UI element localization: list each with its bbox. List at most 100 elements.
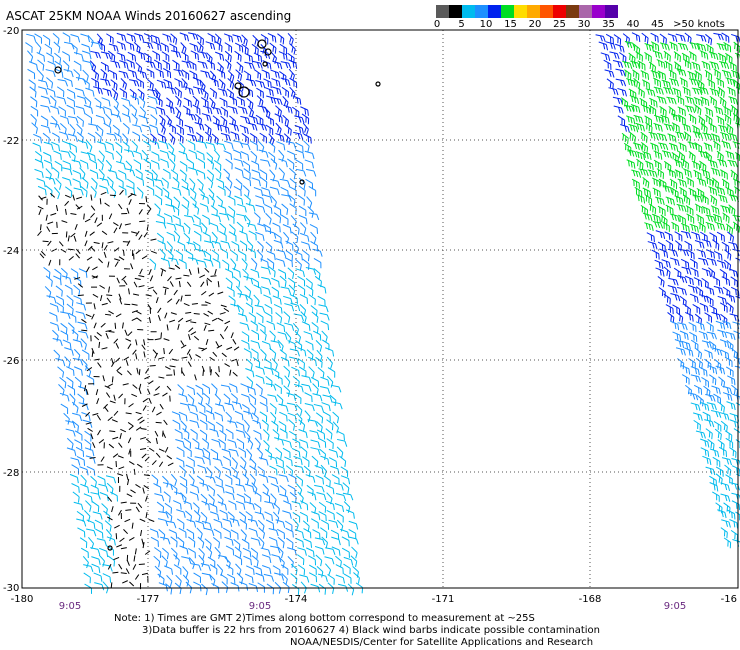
wind-barb: [147, 286, 154, 290]
wind-barb: [96, 141, 107, 150]
wind-barb: [270, 195, 277, 208]
wind-barb: [34, 168, 44, 178]
wind-barb: [275, 312, 283, 324]
wind-barb: [126, 207, 130, 214]
wind-barb: [655, 230, 666, 239]
wind-barb: [693, 169, 702, 180]
wind-barb: [70, 457, 81, 466]
wind-barb: [287, 484, 296, 495]
wind-barb: [70, 213, 77, 215]
wind-barb: [116, 52, 126, 62]
wind-barb: [119, 433, 122, 440]
wind-barb: [295, 475, 304, 487]
wind-barb: [227, 195, 236, 206]
wind-barb: [272, 429, 280, 441]
wind-barb: [291, 366, 300, 377]
wind-barb: [309, 430, 320, 439]
wind-barb: [172, 59, 180, 71]
wind-barb: [665, 204, 674, 215]
legend-swatch: [462, 5, 475, 18]
wind-barb: [130, 95, 140, 105]
wind-barb: [649, 97, 658, 108]
wind-barb: [222, 466, 232, 476]
wind-barb: [688, 322, 697, 333]
island-outline: [234, 82, 242, 90]
wind-barb: [705, 33, 713, 46]
wind-barb: [151, 460, 157, 466]
wind-barb: [332, 401, 343, 410]
wind-barb: [133, 150, 143, 160]
wind-barb: [233, 346, 240, 351]
wind-barb: [151, 406, 156, 413]
wind-barb: [668, 69, 677, 80]
wind-barb: [152, 349, 158, 355]
wind-barb: [209, 222, 219, 232]
wind-barb: [106, 133, 118, 141]
wind-barb: [75, 248, 81, 254]
wind-barb: [56, 96, 67, 105]
wind-barb: [197, 51, 209, 59]
wind-barb: [108, 330, 115, 333]
wind-barb: [295, 142, 304, 153]
wind-barb: [183, 97, 192, 108]
wind-barb: [278, 269, 287, 280]
wind-barb: [186, 241, 197, 251]
wind-barb: [311, 311, 319, 323]
wind-barb: [273, 239, 284, 249]
wind-barb: [290, 215, 297, 228]
wind-barb: [155, 452, 161, 458]
wind-barb: [66, 303, 74, 315]
wind-barb: [66, 295, 74, 307]
wind-barb: [315, 474, 325, 485]
wind-barb: [101, 242, 104, 249]
wind-barb: [300, 581, 307, 594]
wind-barb: [72, 169, 82, 180]
wind-barb: [224, 185, 232, 198]
wind-barb: [212, 351, 218, 357]
wind-barb: [651, 249, 660, 260]
wind-barb: [271, 368, 280, 379]
wind-barb: [681, 158, 690, 170]
wind-barb: [220, 384, 232, 393]
wind-barb: [75, 253, 80, 259]
wind-barb: [134, 33, 145, 42]
wind-barb: [308, 572, 318, 583]
wind-barb: [730, 169, 738, 181]
wind-barb: [90, 547, 101, 556]
wind-barb: [99, 492, 109, 502]
wind-barb: [62, 140, 72, 150]
wind-barb: [307, 419, 318, 427]
wind-barb: [178, 281, 181, 288]
wind-barb: [223, 168, 230, 181]
wind-barb: [306, 196, 313, 209]
wind-barb: [125, 160, 133, 173]
wind-barb: [648, 203, 657, 215]
wind-barb: [625, 115, 636, 125]
wind-barb: [268, 536, 278, 547]
legend-swatch: [566, 5, 579, 18]
wind-barb: [297, 284, 306, 296]
wind-barb: [170, 536, 178, 548]
wind-barb: [259, 473, 269, 483]
wind-barb: [655, 267, 665, 277]
wind-barb: [230, 582, 240, 592]
legend-label: 30: [577, 19, 591, 30]
wind-barb: [77, 294, 84, 297]
wind-barb: [131, 303, 138, 306]
wind-barb: [626, 78, 636, 87]
wind-barb: [158, 376, 165, 379]
wind-barb: [158, 528, 166, 541]
wind-barb: [286, 402, 298, 411]
wind-barb: [120, 428, 127, 433]
wind-barb: [141, 124, 152, 133]
wind-barb: [54, 160, 63, 172]
wind-barb: [145, 512, 148, 519]
wind-barb: [271, 78, 281, 88]
wind-barb: [261, 69, 270, 80]
wind-barb: [97, 429, 101, 436]
wind-barb: [193, 312, 200, 315]
wind-barb: [681, 230, 692, 239]
legend-swatch: [605, 5, 618, 18]
wind-barb: [669, 213, 680, 222]
wind-barb: [181, 69, 190, 80]
